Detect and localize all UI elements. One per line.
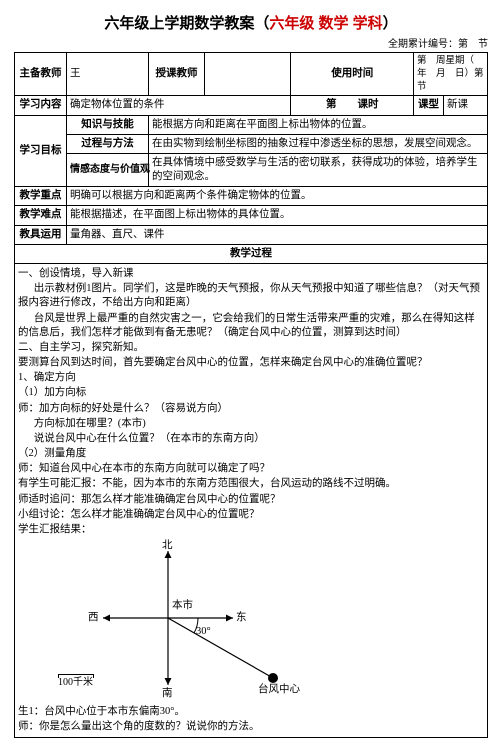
body-p16: 学生汇报结果： [18,523,484,537]
compass-angle: 30° [196,625,211,639]
compass-city: 本市 [172,599,193,613]
body-p13: 有学生可能汇报：不能，因为本市的东南方范围很大，台风运动的路线不过明确。 [18,477,484,491]
serial-number: 全期累计编号：第 节 [14,35,488,50]
row-content: 学习内容 确定物体位置的条件 第 课时 课型 新课 [15,96,488,115]
body-p4: 二、自主学习，探究新知。 [18,341,484,355]
compass-diagram: 北 南 西 东 本市 30° 台风中心 100千米 [58,543,318,703]
study-content-value: 确定物体位置的条件 [67,96,291,115]
body-p15: 小组讨论：怎么样才能准确确定台风中心的位置呢？ [18,508,484,522]
knowledge-label: 知识与技能 [67,115,149,134]
row-process-title: 教学过程 [15,244,488,263]
page-title: 六年级上学期数学教案（六年级 数学 学科） [14,12,488,33]
type-value: 新课 [443,96,487,115]
use-time-value: 第 周星期（ 年 月 日）第 节 [413,53,487,96]
body-p14: 师适时追问：那怎么样才能准确确定台风中心的位置呢？ [18,493,484,507]
row-focus: 教学重点 明确可以根据方向和距离两个条件确定物体的位置。 [15,187,488,206]
body-p10: 说说台风中心在什么位置？（在本市的东南方向） [18,432,484,446]
type-label: 课型 [413,96,443,115]
compass-south: 南 [162,687,173,701]
row-process: 过程与方法 在由实物到绘制坐标图的抽象过程中渗透坐标的思想，发展空间观念。 [15,134,488,153]
tools-label: 教具运用 [15,225,67,244]
main-teacher-value: 王 [67,53,149,96]
teach-teacher-value [205,53,291,96]
body-p2: 出示教材例1图片。同学们，这是昨晚的天气预报，你从天气预报中知道了哪些信息？（对… [18,282,484,310]
knowledge-value: 能根据方向和距离在平面图上标出物体的位置。 [149,115,488,134]
attitude-label: 情感态度与价值观 [67,153,149,186]
row-teachers: 主备教师 王 授课教师 使用时间 第 周星期（ 年 月 日）第 节 [15,53,488,96]
study-content-label: 学习内容 [15,96,67,115]
period-label: 第 课时 [291,96,414,115]
focus-value: 明确可以根据方向和距离两个条件确定物体的位置。 [67,187,488,206]
title-prefix: 六年级上学期数学教案（ [104,15,269,32]
row-body: 一、创设情境，导入新课 出示教材例1图片。同学们，这是昨晚的天气预报，你从天气预… [15,263,488,737]
body-p11: （2）测量角度 [18,447,484,461]
use-time-label: 使用时间 [291,53,414,96]
focus-label: 教学重点 [15,187,67,206]
body-p12: 师：知道台风中心在本市的东南方向就可以确定了吗？ [18,462,484,476]
process-label: 过程与方法 [67,134,149,153]
compass-north: 北 [162,539,173,553]
title-subject: 六年级 数学 学科 [269,15,382,32]
body-p1: 一、创设情境，导入新课 [18,267,484,281]
body-p3: 台风是世界上最严重的自然灾害之一，它会给我们的日常生活带来严重的灾难，那么在得知… [18,312,484,340]
body-p18: 师：你是怎么量出这个角的度数的？说说你的方法。 [18,720,484,734]
lesson-plan-table: 主备教师 王 授课教师 使用时间 第 周星期（ 年 月 日）第 节 学习内容 确… [14,52,488,738]
difficulty-value: 能根据描述，在平面图上标出物体的具体位置。 [67,206,488,225]
compass-scale: 100千米 [58,674,94,690]
row-knowledge: 学习目标 知识与技能 能根据方向和距离在平面图上标出物体的位置。 [15,115,488,134]
process-title: 教学过程 [15,244,488,263]
body-p5: 要测算台风到达时间，首先要确定台风中心的位置，怎样来确定台风中心的准确位置呢？ [18,356,484,370]
teach-teacher-label: 授课教师 [149,53,205,96]
row-tools: 教具运用 量角器、直尺、课件 [15,225,488,244]
study-goal-label: 学习目标 [15,115,67,187]
title-suffix: ） [383,15,398,32]
difficulty-label: 教学难点 [15,206,67,225]
body-p7: （1）加方向标 [18,386,484,400]
body-p8: 师：加方向标的好处是什么？（容易说方向） [18,402,484,416]
process-value: 在由实物到绘制坐标图的抽象过程中渗透坐标的思想，发展空间观念。 [149,134,488,153]
row-difficulty: 教学难点 能根据描述，在平面图上标出物体的具体位置。 [15,206,488,225]
row-attitude: 情感态度与价值观 在具体情境中感受数学与生活的密切联系，获得成功的体验，培养学生… [15,153,488,186]
compass-east: 东 [236,611,247,625]
compass-west: 西 [88,611,99,625]
main-teacher-label: 主备教师 [15,53,67,96]
lesson-body: 一、创设情境，导入新课 出示教材例1图片。同学们，这是昨晚的天气预报，你从天气预… [15,263,488,737]
body-p9: 方向标加在哪里？(本市) [18,417,484,431]
tools-value: 量角器、直尺、课件 [67,225,488,244]
body-p6: 1、确定方向 [18,371,484,385]
compass-typhoon: 台风中心 [258,683,300,697]
attitude-value: 在具体情境中感受数学与生活的密切联系，获得成功的体验，培养学生的空间观念。 [149,153,488,186]
body-p17: 生1：台风中心位于本市东偏南30°。 [18,705,484,719]
scale-label: 100千米 [58,677,93,688]
